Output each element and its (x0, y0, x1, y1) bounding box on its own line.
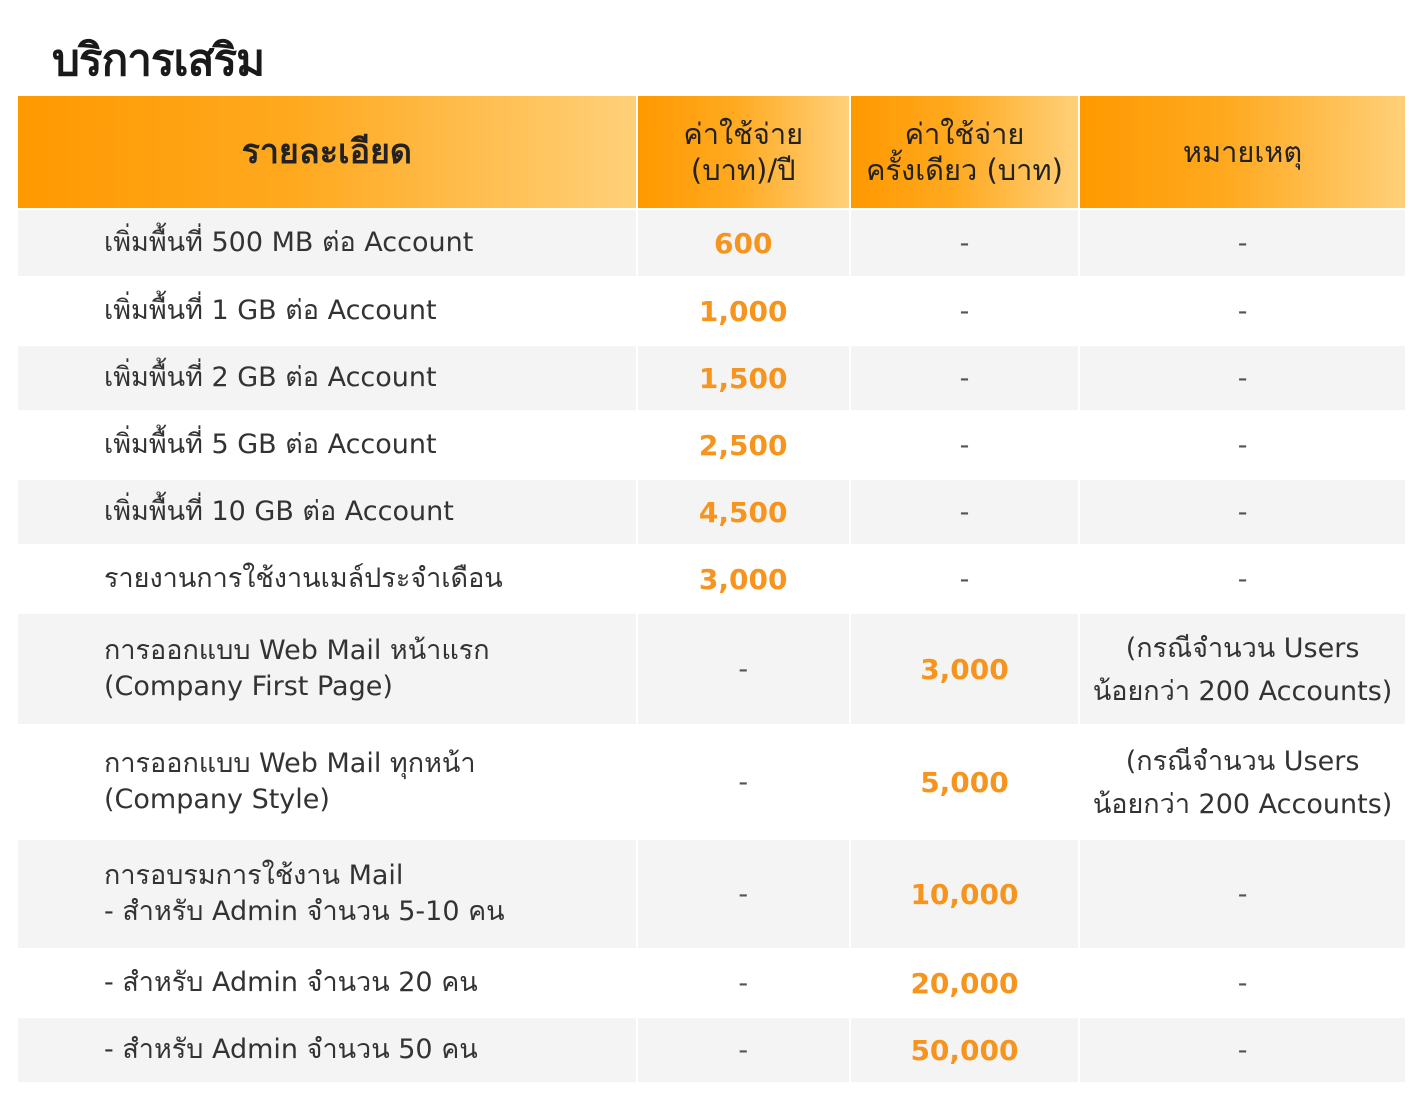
note-cell: - (1080, 1018, 1405, 1082)
detail-cell: การออกแบบ Web Mail ทุกหน้า (Company Styl… (18, 726, 636, 838)
yearly-cell: - (637, 614, 849, 724)
detail-cell: เพิ่มพื้นที่ 2 GB ต่อ Account (18, 346, 636, 410)
column-header: ค่าใช้จ่าย (บาท)/ปี (637, 96, 849, 208)
once-cell: 3,000 (850, 614, 1079, 724)
table-row: การออกแบบ Web Mail หน้าแรก (Company Firs… (18, 614, 1405, 724)
yearly-cell: 4,500 (637, 480, 849, 544)
once-cell: - (850, 210, 1079, 276)
table-row: เพิ่มพื้นที่ 5 GB ต่อ Account 2,500- - (18, 412, 1405, 478)
note-cell: - (1080, 210, 1405, 276)
note-cell: - (1080, 950, 1405, 1016)
note-cell: - (1080, 546, 1405, 612)
once-cell: - (850, 278, 1079, 344)
detail-cell: รายงานการใช้งานเมล์ประจำเดือน (18, 546, 636, 612)
note-cell: (กรณีจำนวน Users น้อยกว่า 200 Accounts) (1080, 726, 1405, 838)
detail-cell: การออกแบบ Web Mail หน้าแรก (Company Firs… (18, 614, 636, 724)
note-cell: (กรณีจำนวน Users น้อยกว่า 200 Accounts) (1080, 614, 1405, 724)
table-row: - สำหรับ Admin จำนวน 50 คน -50,000- (18, 1018, 1405, 1082)
detail-cell: เพิ่มพื้นที่ 1 GB ต่อ Account (18, 278, 636, 344)
detail-cell: - สำหรับ Admin จำนวน 50 คน (18, 1018, 636, 1082)
note-cell: - (1080, 412, 1405, 478)
once-cell: - (850, 346, 1079, 410)
yearly-cell: - (637, 726, 849, 838)
detail-cell: เพิ่มพื้นที่ 5 GB ต่อ Account (18, 412, 636, 478)
yearly-cell: - (637, 1018, 849, 1082)
once-cell: - (850, 480, 1079, 544)
yearly-cell: 1,500 (637, 346, 849, 410)
table-row: การอบรมการใช้งาน Mail - สำหรับ Admin จำน… (18, 840, 1405, 948)
table-row: เพิ่มพื้นที่ 2 GB ต่อ Account 1,500- - (18, 346, 1405, 410)
yearly-cell: - (637, 950, 849, 1016)
detail-cell: เพิ่มพื้นที่ 10 GB ต่อ Account (18, 480, 636, 544)
note-cell: - (1080, 480, 1405, 544)
column-header: หมายเหตุ (1080, 96, 1405, 208)
once-cell: 50,000 (850, 1018, 1079, 1082)
note-cell: - (1080, 840, 1405, 948)
addon-services-table: รายละเอียด ค่าใช้จ่าย (บาท)/ปี ค่าใช้จ่าย … (16, 94, 1407, 1084)
table-row: เพิ่มพื้นที่ 500 MB ต่อ Account 600- - (18, 210, 1405, 276)
yearly-cell: - (637, 840, 849, 948)
table-row: - สำหรับ Admin จำนวน 20 คน -20,000- (18, 950, 1405, 1016)
yearly-cell: 600 (637, 210, 849, 276)
once-cell: - (850, 546, 1079, 612)
page-title: บริการเสริม (52, 35, 265, 86)
yearly-cell: 3,000 (637, 546, 849, 612)
column-header: ค่าใช้จ่าย ครั้งเดียว (บาท) (850, 96, 1079, 208)
yearly-cell: 1,000 (637, 278, 849, 344)
once-cell: 5,000 (850, 726, 1079, 838)
detail-cell: การอบรมการใช้งาน Mail - สำหรับ Admin จำน… (18, 840, 636, 948)
table-row: การออกแบบ Web Mail ทุกหน้า (Company Styl… (18, 726, 1405, 838)
table-row: เพิ่มพื้นที่ 10 GB ต่อ Account 4,500- - (18, 480, 1405, 544)
once-cell: - (850, 412, 1079, 478)
table-row: เพิ่มพื้นที่ 1 GB ต่อ Account 1,000- - (18, 278, 1405, 344)
detail-cell: - สำหรับ Admin จำนวน 20 คน (18, 950, 636, 1016)
yearly-cell: 2,500 (637, 412, 849, 478)
column-header: รายละเอียด (18, 96, 636, 208)
table-row: รายงานการใช้งานเมล์ประจำเดือน 3,000- - (18, 546, 1405, 612)
once-cell: 10,000 (850, 840, 1079, 948)
table-body: เพิ่มพื้นที่ 500 MB ต่อ Account 600- - เพิ่… (18, 210, 1405, 1082)
note-cell: - (1080, 346, 1405, 410)
detail-cell: เพิ่มพื้นที่ 500 MB ต่อ Account (18, 210, 636, 276)
once-cell: 20,000 (850, 950, 1079, 1016)
table-header: รายละเอียด ค่าใช้จ่าย (บาท)/ปี ค่าใช้จ่าย … (18, 96, 1405, 208)
note-cell: - (1080, 278, 1405, 344)
